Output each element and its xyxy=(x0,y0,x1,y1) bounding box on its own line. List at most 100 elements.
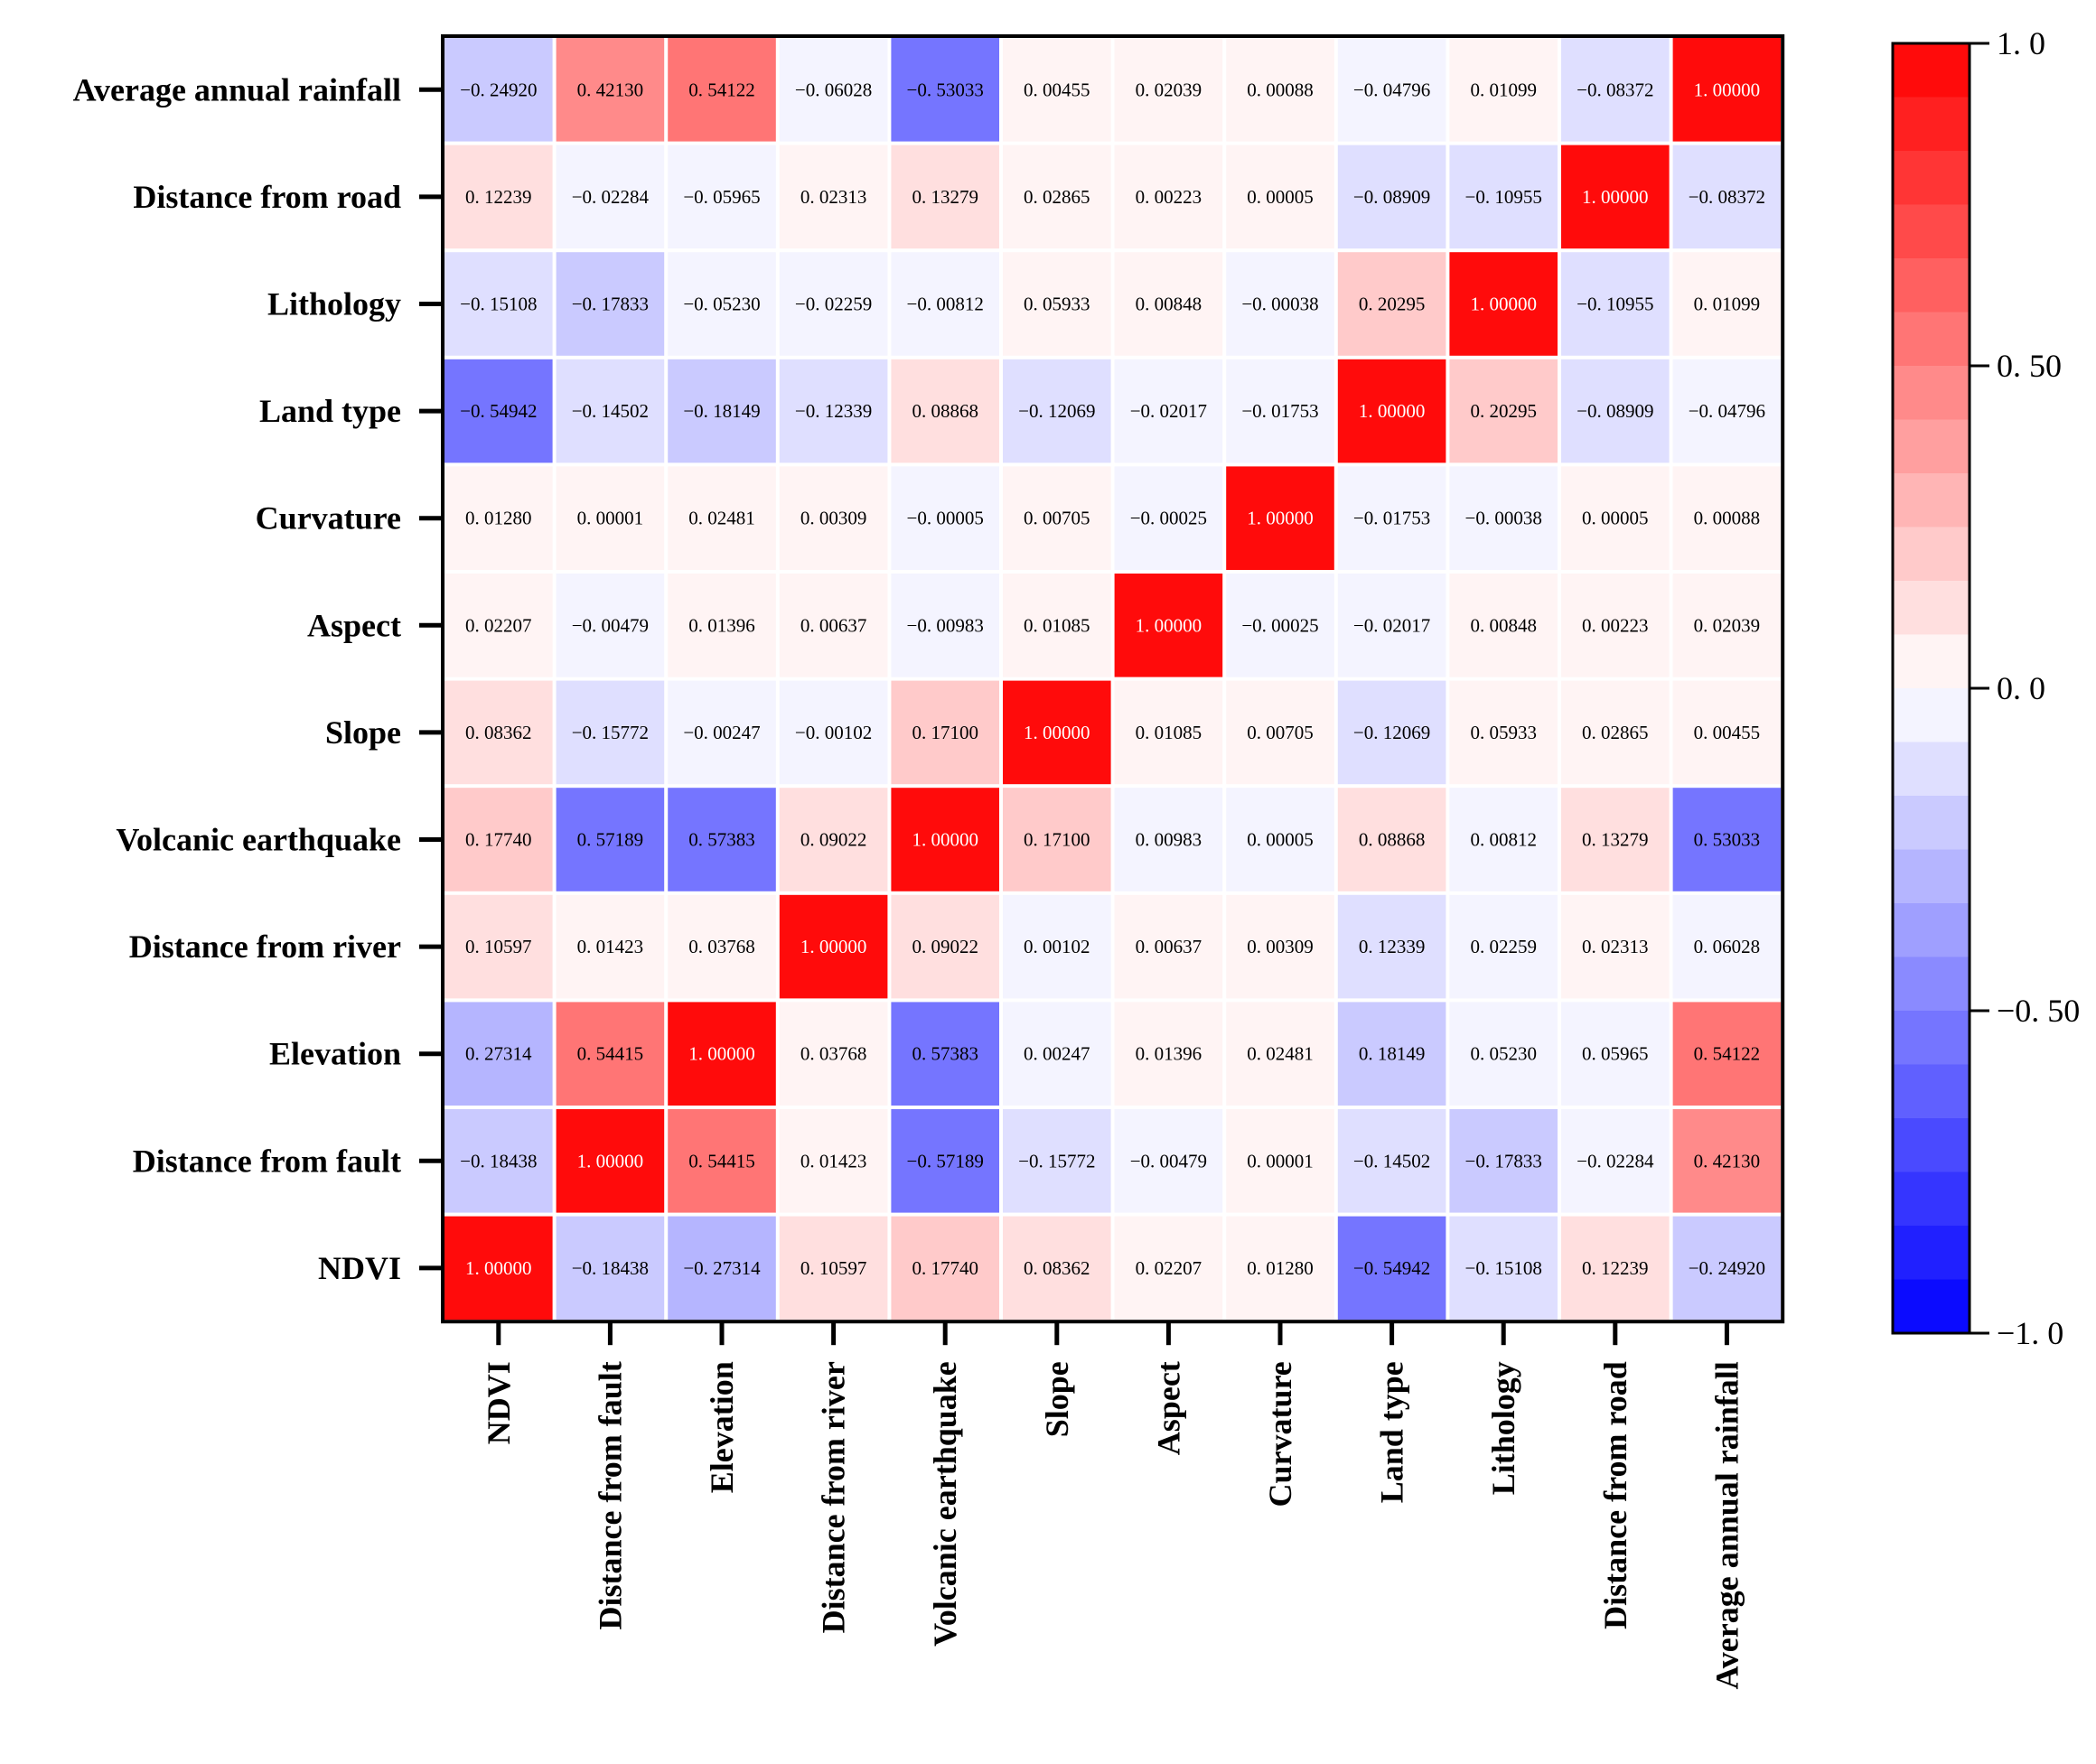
cell-value-label: −0. 18438 xyxy=(460,1150,537,1171)
heatmap-cell xyxy=(891,145,999,249)
colorbar-segment xyxy=(1893,742,1970,797)
heatmap-cell xyxy=(1003,574,1111,677)
cell-value-label: 0. 00848 xyxy=(1470,614,1537,636)
colorbar-segment xyxy=(1893,204,1970,259)
y-tick-label: NDVI xyxy=(318,1250,401,1286)
heatmap-cell xyxy=(1561,38,1670,142)
colorbar-segment xyxy=(1893,97,1970,152)
colorbar-segment xyxy=(1893,581,1970,636)
heatmap-cell xyxy=(1449,1216,1558,1321)
cell-value-label: −0. 54942 xyxy=(460,400,537,422)
cell-value-label: 0. 06028 xyxy=(1694,936,1761,957)
heatmap-cell xyxy=(668,574,776,677)
heatmap-cell xyxy=(444,1216,553,1321)
heatmap-cell xyxy=(1114,680,1223,785)
heatmap-cell xyxy=(668,252,776,356)
heatmap-cell xyxy=(1337,574,1446,677)
colorbar-segment xyxy=(1893,1279,1970,1334)
heatmap-cell xyxy=(891,252,999,356)
heatmap-cell xyxy=(444,1109,553,1213)
cell-value-label: 0. 01423 xyxy=(800,1150,867,1171)
cell-value-label: 0. 00983 xyxy=(1136,829,1202,851)
cell-value-label: −0. 06028 xyxy=(795,79,872,100)
heatmap-cell xyxy=(556,680,665,785)
heatmap-cell xyxy=(556,1216,665,1321)
heatmap-cell xyxy=(1561,680,1670,785)
heatmap-cell xyxy=(668,788,776,891)
cell-value-label: −0. 00025 xyxy=(1130,508,1207,529)
cell-value-label: 0. 00309 xyxy=(800,508,867,529)
cell-value-label: 0. 02039 xyxy=(1694,614,1761,636)
cell-value-label: 0. 42130 xyxy=(1694,1150,1761,1171)
x-tick-label: Distance from road xyxy=(1597,1361,1633,1629)
cell-value-label: −0. 02017 xyxy=(1130,400,1207,422)
heatmap-cell xyxy=(779,359,888,463)
y-tick-label: Distance from fault xyxy=(133,1143,401,1179)
cell-value-label: 0. 00088 xyxy=(1694,508,1761,529)
cell-value-label: −0. 17833 xyxy=(1465,1150,1542,1171)
heatmap-cell xyxy=(1114,466,1223,570)
y-tick-label: Distance from road xyxy=(133,179,401,215)
heatmap-cell xyxy=(1114,574,1223,677)
cell-value-label: 0. 13279 xyxy=(912,186,978,208)
cell-value-label: 0. 00001 xyxy=(1247,1150,1314,1171)
colorbar-segment xyxy=(1893,527,1970,582)
cell-value-label: 0. 17100 xyxy=(912,722,978,743)
heatmap-cell xyxy=(779,38,888,142)
heatmap-cell xyxy=(1561,574,1670,677)
cell-value-label: 1. 00000 xyxy=(1024,722,1090,743)
heatmap-cell xyxy=(779,466,888,570)
cell-value-label: 0. 54122 xyxy=(1694,1043,1761,1065)
cell-value-label: 0. 54415 xyxy=(577,1043,644,1065)
cell-value-label: −0. 02284 xyxy=(572,186,650,208)
heatmap-cell xyxy=(1003,788,1111,891)
cell-value-label: 0. 00001 xyxy=(577,508,644,529)
cell-value-label: −0. 00102 xyxy=(795,722,872,743)
heatmap-cell xyxy=(444,894,553,999)
heatmap-cell xyxy=(1449,466,1558,570)
heatmap-cell xyxy=(779,145,888,249)
cell-value-label: 0. 02259 xyxy=(1470,936,1537,957)
heatmap-cell xyxy=(1561,145,1670,249)
cell-value-label: 0. 00088 xyxy=(1247,79,1314,100)
cell-value-label: 0. 00309 xyxy=(1247,936,1314,957)
heatmap-cell xyxy=(1226,574,1334,677)
heatmap-cell xyxy=(668,38,776,142)
heatmap-cell xyxy=(1561,359,1670,463)
colorbar-segment xyxy=(1893,1118,1970,1173)
cell-value-label: −0. 04796 xyxy=(1689,400,1765,422)
heatmap-cell xyxy=(1337,1002,1446,1106)
heatmap-cell xyxy=(1003,466,1111,570)
y-tick-label: Average annual rainfall xyxy=(73,71,401,107)
heatmap-cell xyxy=(1672,1002,1782,1106)
heatmap-cell xyxy=(1561,894,1670,999)
y-tick-label: Slope xyxy=(325,714,401,751)
colorbar-tick-label: −0. 50 xyxy=(1997,993,2080,1029)
cell-value-label: 1. 00000 xyxy=(1694,79,1761,100)
heatmap-cell xyxy=(1449,1109,1558,1213)
cell-value-label: −0. 04796 xyxy=(1353,79,1430,100)
heatmap-cell xyxy=(779,894,888,999)
cell-value-label: 0. 02481 xyxy=(1247,1043,1314,1065)
x-tick-label: Aspect xyxy=(1150,1361,1186,1455)
heatmap-cell xyxy=(1337,1216,1446,1321)
cell-value-label: −0. 24920 xyxy=(460,79,537,100)
heatmap-cell xyxy=(444,359,553,463)
cell-value-label: −0. 10955 xyxy=(1577,294,1653,315)
heatmap-cell xyxy=(1672,145,1782,249)
heatmap-cell xyxy=(1114,38,1223,142)
heatmap-cell xyxy=(779,1216,888,1321)
heatmap-cell xyxy=(556,359,665,463)
cell-value-label: 0. 08868 xyxy=(1359,829,1426,851)
cell-value-label: −0. 01753 xyxy=(1353,508,1430,529)
cell-value-label: 0. 02039 xyxy=(1136,79,1202,100)
heatmap-cell xyxy=(1114,788,1223,891)
heatmap-cell xyxy=(556,466,665,570)
cell-value-label: −0. 14502 xyxy=(572,400,649,422)
cell-value-label: 0. 01085 xyxy=(1136,722,1202,743)
heatmap-cell xyxy=(1337,38,1446,142)
heatmap-cell xyxy=(444,145,553,249)
cell-value-label: 0. 00705 xyxy=(1247,722,1314,743)
heatmap-cell xyxy=(1226,359,1334,463)
cell-value-label: 0. 02481 xyxy=(688,508,755,529)
